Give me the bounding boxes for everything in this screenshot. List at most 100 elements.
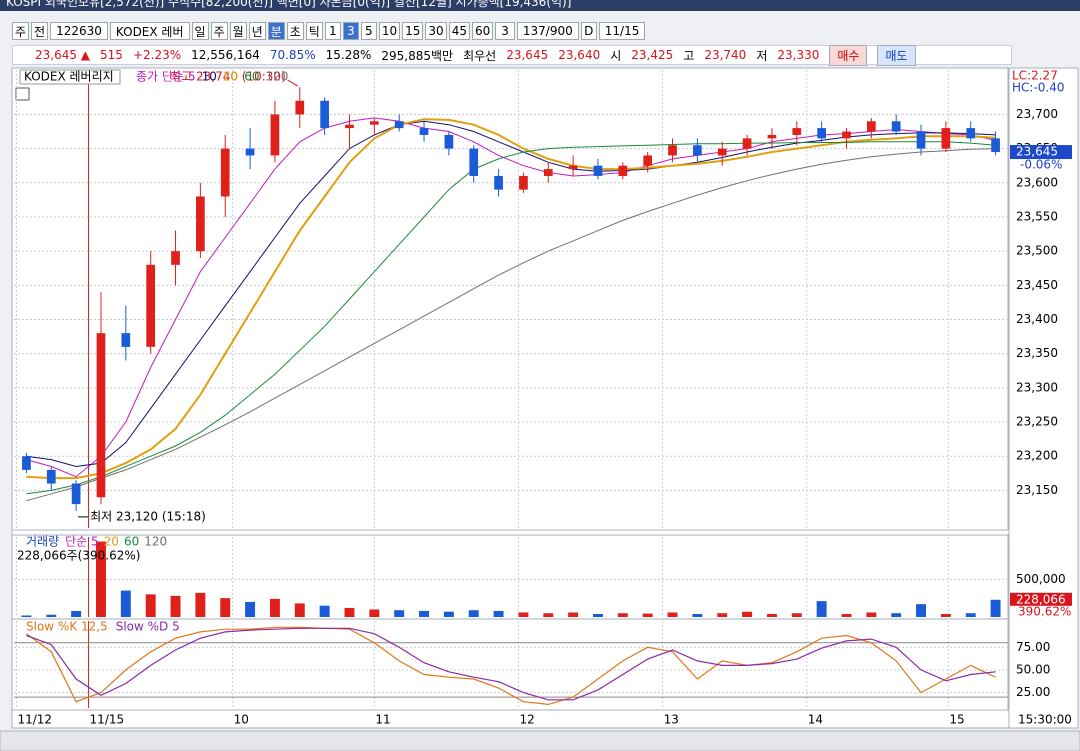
quote-field: 23,645 ▲ (35, 48, 91, 62)
stochastic-line (26, 626, 996, 706)
quote-field: 70.85% (269, 48, 316, 62)
legend-title: 거래량 (26, 535, 59, 549)
volume-bar (692, 613, 703, 617)
volume-bar (841, 613, 852, 617)
chart-frame (11, 67, 1079, 729)
quote-field: 고 (683, 48, 695, 63)
buy-button[interactable]: 매수 (829, 44, 868, 66)
volume-bar (245, 601, 256, 617)
candle-body (245, 148, 255, 156)
toolbar-button[interactable]: 15 (402, 22, 424, 40)
volume-bar (120, 590, 131, 617)
toolbar-button[interactable]: 주 (12, 22, 30, 40)
toolbar-button[interactable]: 137/900 (516, 22, 579, 40)
y-tick-label: 23,350 (1016, 346, 1058, 360)
candle-body (270, 114, 280, 156)
volume-badge (1010, 592, 1072, 606)
toolbar-button[interactable]: 일 (191, 22, 209, 40)
candle-body (444, 134, 454, 149)
y-tick-label: 23,550 (1016, 209, 1058, 223)
candle-body (817, 128, 826, 139)
candle-body (767, 134, 777, 139)
hc-label: HC:-0.40 (1012, 81, 1065, 95)
legend-entry: 단순 5 (65, 535, 99, 549)
ma-line (26, 120, 996, 468)
scrollbar[interactable] (0, 730, 1080, 751)
toolbar-button[interactable]: 122630 (50, 22, 108, 40)
y-tick-label: 23,600 (1016, 175, 1058, 189)
volume-bar (46, 614, 57, 617)
quote-field: 최우선 (463, 48, 497, 63)
toolbar-button[interactable]: 년 (248, 22, 266, 40)
time-label: 15:30:00 (1018, 713, 1072, 727)
y-tick-label: 23,250 (1016, 415, 1058, 429)
candle-body (46, 469, 56, 484)
volume-bar (543, 613, 554, 617)
candle-body (717, 148, 727, 156)
toolbar-button[interactable]: 60 (471, 22, 494, 40)
toolbar-button[interactable]: 월 (229, 22, 247, 40)
icon[interactable] (15, 87, 30, 101)
candle-body (916, 131, 926, 149)
volume-bar (96, 541, 106, 617)
annotation: 최저 23,120 (15:18) (90, 509, 206, 523)
toolbar-button[interactable]: 5 (360, 22, 377, 40)
volume-bar (766, 613, 777, 617)
candle-body (668, 145, 677, 156)
quote-field: 저 (756, 48, 768, 63)
volume-bar (742, 611, 753, 617)
volume-bar (617, 613, 628, 617)
candle-body (469, 148, 479, 176)
lc-label: LC:2.27 (1012, 69, 1058, 83)
x-tick-label: 11/12 (17, 713, 52, 727)
volume-bar (965, 613, 976, 617)
quote-field: 12,556,164 (191, 48, 260, 62)
ma-line (26, 118, 996, 480)
toolbar-button[interactable]: 11/15 (598, 22, 646, 40)
candle-body (941, 128, 951, 149)
volume-bar (940, 613, 951, 617)
quote-field: 15.28% (325, 48, 372, 62)
toolbar-button[interactable]: 30 (425, 22, 447, 40)
volume-bar (369, 609, 380, 617)
toolbar-button[interactable]: 분 (267, 22, 285, 40)
y-tick-label: 23,450 (1016, 278, 1058, 292)
toolbar-button[interactable]: 45 (448, 22, 470, 40)
toolbar-button[interactable]: 3 (495, 22, 515, 40)
volume-bar (419, 610, 429, 617)
legend-label: 종가 단순 (136, 70, 184, 84)
candle-body (121, 333, 131, 347)
quote-field: 295,885백만 (381, 48, 454, 63)
y-tick-label: 75.00 (1016, 640, 1050, 654)
price-badge (1010, 145, 1072, 160)
candle-body (842, 131, 851, 139)
volume-bar (294, 603, 305, 617)
toolbar-button[interactable]: KODEX 레버 (109, 22, 190, 40)
y-tick-label: 23,150 (1016, 483, 1058, 497)
candle-body (419, 128, 429, 135)
stochastic-line (26, 627, 996, 701)
x-tick-label: 12 (519, 713, 534, 727)
legend-title: KODEX 레버리지 (24, 70, 114, 84)
x-tick-label: 11 (375, 713, 390, 727)
candle-body (220, 148, 230, 197)
toolbar-button[interactable]: 전 (31, 22, 49, 40)
toolbar-button[interactable]: 주 (210, 22, 228, 40)
toolbar-button[interactable]: 틱 (305, 22, 323, 40)
volume-bar (443, 611, 454, 617)
toolbar-button[interactable]: 3 (342, 22, 359, 40)
toolbar: 주 전 122630 KODEX 레버 일 주 월 년 분 초 틱 1 3 5 10 15 30 45 60 3 137… (12, 22, 646, 42)
candle-body (171, 251, 180, 265)
toolbar-button[interactable]: D (580, 22, 597, 40)
candle-body (320, 100, 329, 129)
x-tick-label: 10 (234, 713, 249, 727)
panel (11, 67, 1009, 531)
toolbar-button[interactable]: 10 (378, 22, 401, 40)
toolbar-button[interactable]: 초 (286, 22, 304, 40)
candle-body (966, 128, 976, 139)
toolbar-button[interactable]: 1 (324, 22, 341, 40)
sell-button[interactable]: 매도 (877, 44, 916, 66)
quote-field: 515 (100, 48, 123, 62)
annotation-arrow (287, 79, 299, 87)
x-tick-label: 13 (664, 713, 679, 727)
